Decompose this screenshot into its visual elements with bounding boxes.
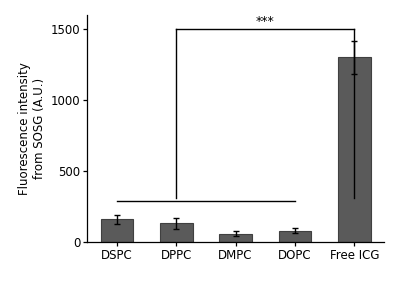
Y-axis label: Fluorescence intensity
from SOSG (A.U.): Fluorescence intensity from SOSG (A.U.) — [18, 62, 46, 195]
Bar — [160, 223, 192, 242]
Bar — [338, 57, 371, 242]
Bar — [279, 231, 311, 242]
Bar — [219, 234, 252, 242]
Text: ***: *** — [256, 14, 275, 27]
Bar — [101, 219, 133, 242]
